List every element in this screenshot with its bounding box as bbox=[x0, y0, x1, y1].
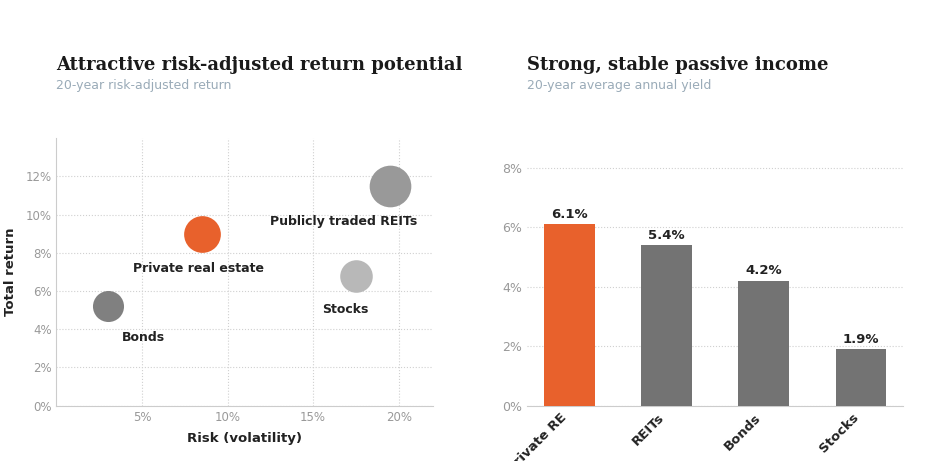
X-axis label: Risk (volatility): Risk (volatility) bbox=[187, 432, 302, 445]
Text: Bonds: Bonds bbox=[121, 331, 165, 344]
Text: 20-year average annual yield: 20-year average annual yield bbox=[527, 79, 711, 92]
Text: Strong, stable passive income: Strong, stable passive income bbox=[527, 56, 828, 74]
Text: Publicly traded REITs: Publicly traded REITs bbox=[270, 215, 418, 228]
Bar bbox=[544, 225, 595, 406]
Y-axis label: Total return: Total return bbox=[4, 228, 17, 316]
Text: 4.2%: 4.2% bbox=[745, 264, 782, 278]
Text: Private real estate: Private real estate bbox=[134, 262, 264, 275]
Text: Attractive risk-adjusted return potential: Attractive risk-adjusted return potentia… bbox=[56, 56, 463, 74]
Bar bbox=[641, 245, 692, 406]
Text: 5.4%: 5.4% bbox=[648, 229, 685, 242]
Text: 20-year risk-adjusted return: 20-year risk-adjusted return bbox=[56, 79, 231, 92]
Text: 6.1%: 6.1% bbox=[551, 208, 588, 221]
Bar bbox=[836, 349, 886, 406]
Point bbox=[101, 303, 116, 310]
Text: Stocks: Stocks bbox=[322, 302, 368, 315]
Point bbox=[383, 183, 398, 190]
Bar bbox=[739, 281, 789, 406]
Point bbox=[348, 272, 363, 279]
Point bbox=[195, 230, 210, 237]
Text: 1.9%: 1.9% bbox=[843, 333, 879, 346]
